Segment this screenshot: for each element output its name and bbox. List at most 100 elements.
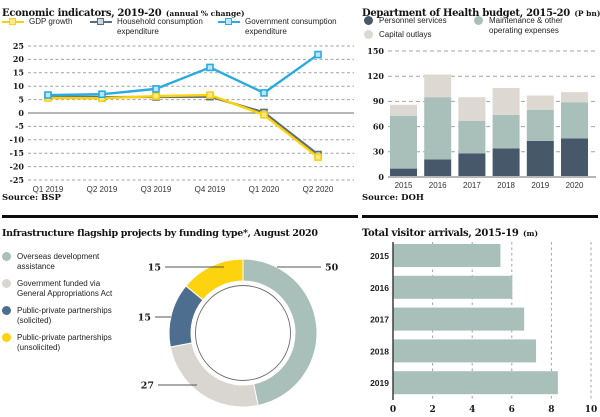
legend-label: Government funded via General Appropriat…: [17, 279, 113, 298]
data-point-marker: [206, 91, 214, 99]
x-axis-tick: 4: [469, 405, 475, 415]
legend-item-household: Household consumption expenditure: [90, 17, 218, 36]
legend-label: Overseas development assistance: [17, 252, 100, 271]
ppp-solicited-dot-icon: [2, 306, 11, 315]
bar-segment: [424, 74, 452, 98]
household-line-swatch: [90, 17, 112, 25]
economic-legend: GDP growth Household consumption expendi…: [2, 17, 345, 36]
legend-label: Maintenance & other operating expenses: [489, 16, 563, 35]
legend-item-personnel: Personnel services: [364, 16, 474, 26]
household-marker-icon: [97, 17, 104, 25]
y-axis-tick: 25: [13, 42, 24, 51]
legend-item-gaa: Government funded via General Appropriat…: [2, 279, 122, 299]
y-axis-label: 2015: [370, 251, 389, 261]
legend-label: Personnel services: [379, 16, 447, 25]
x-axis-label: Q1 2019: [33, 185, 64, 194]
visitor-arrivals-bar-chart: 2015 2016 2017 2018 2019 0 2 4 6 8 10: [370, 242, 597, 415]
bar-segment: [492, 148, 520, 177]
bar-segment: [390, 104, 417, 116]
ppp-unsolicited-dot-icon: [2, 333, 11, 342]
bar-segment: [458, 97, 486, 121]
government-marker-icon: [225, 17, 232, 25]
donut-slice: [185, 258, 244, 301]
infra-title: Infrastructure flagship projects by fund…: [2, 228, 318, 239]
y-axis-tick: 120: [367, 71, 384, 81]
data-point-marker: [260, 89, 268, 97]
y-axis-tick: 150: [367, 46, 384, 56]
data-point-marker: [314, 153, 322, 162]
y-axis-label: 2018: [370, 346, 389, 356]
x-axis-tick: 6: [509, 405, 515, 415]
legend-label: Public-private partnerships (solicited): [17, 306, 112, 325]
slice-value-label: 15: [138, 313, 151, 324]
maintenance-dot-icon: [474, 16, 483, 25]
x-axis-tick: 2: [429, 405, 435, 415]
x-axis-label: Q3 2019: [141, 185, 172, 194]
x-axis-label: Q2 2019: [87, 185, 118, 194]
y-axis-tick: 60: [373, 121, 385, 131]
x-axis-label: 2018: [497, 181, 515, 190]
gdp-marker-icon: [9, 17, 16, 25]
bar-segment: [526, 95, 554, 110]
bar-segment: [458, 120, 486, 154]
visitors-title-note: (m): [522, 229, 539, 238]
slice-value-label: 27: [141, 381, 154, 392]
x-axis-label: 2017: [463, 181, 481, 190]
bar-segment: [424, 97, 452, 160]
y-axis-tick: -5: [15, 121, 24, 131]
doh-title-note: (P bn): [574, 9, 600, 18]
y-axis-tick: 20: [13, 54, 25, 64]
data-point-marker: [44, 91, 52, 99]
y-axis-tick: 30: [373, 147, 385, 157]
bar-segment: [424, 159, 452, 177]
legend-label: Capital outlays: [379, 30, 432, 39]
line-series: [47, 93, 319, 159]
economic-line-chart: 25 20 15 10 5 0 -5 -10 -15 -20 -25 Q1 2019 Q2 2019 Q3…: [10, 42, 354, 194]
legend-label: Government consumption expenditure: [245, 17, 337, 36]
oda-dot-icon: [2, 252, 11, 261]
doh-legend: Personnel services Capital outlays Maint…: [364, 16, 594, 44]
x-axis-label: 2019: [531, 181, 549, 190]
gaa-dot-icon: [2, 279, 11, 288]
x-axis-label: 2020: [566, 181, 584, 190]
bar-segment: [390, 168, 417, 177]
y-axis-label: 2016: [370, 283, 389, 293]
bar: [393, 244, 501, 267]
y-axis-tick: -20: [10, 161, 25, 171]
bar-segment: [526, 140, 554, 177]
y-axis-tick: -25: [10, 175, 24, 185]
bar-segment: [561, 92, 588, 103]
legend-item-government: Government consumption expenditure: [218, 17, 345, 36]
legend-item-oda: Overseas development assistance: [2, 252, 122, 272]
panel-infrastructure-projects: Infrastructure flagship projects by fund…: [2, 215, 358, 417]
infra-legend: Overseas development assistance Governme…: [2, 252, 122, 360]
bar: [393, 307, 525, 331]
economic-title: Economic indicators, 2019-20: [2, 8, 162, 19]
x-axis-label: Q1 2020: [249, 185, 280, 194]
data-point-marker: [152, 85, 160, 93]
bar: [393, 275, 513, 299]
bar-segment: [492, 114, 520, 149]
panel-economic-indicators: Economic indicators, 2019-20 (annual % c…: [2, 2, 358, 212]
doh-source: Source: DOH: [362, 193, 424, 203]
y-axis-tick: 0: [378, 172, 384, 182]
legend-label: Public-private partnerships (unsolicited…: [17, 333, 112, 352]
y-axis-tick: 15: [13, 68, 24, 78]
line-series: [47, 53, 319, 97]
economic-title-note: (annual % change): [165, 9, 245, 18]
bar-segment: [390, 115, 417, 169]
gdp-line-swatch: [2, 17, 24, 25]
x-axis-tick: 8: [548, 405, 554, 415]
inner-ring-outline: [195, 285, 291, 381]
bar: [393, 371, 558, 395]
y-axis-tick: 5: [18, 94, 24, 104]
donut-slice: [242, 258, 318, 407]
government-line-swatch: [218, 17, 240, 25]
data-point-marker: [206, 63, 214, 72]
y-axis-tick: 10: [13, 81, 25, 91]
infra-title-row: Infrastructure flagship projects by fund…: [2, 218, 358, 241]
y-axis-tick: -15: [10, 148, 24, 158]
y-axis-label: 2019: [370, 378, 389, 388]
y-axis-tick: 0: [18, 108, 24, 118]
